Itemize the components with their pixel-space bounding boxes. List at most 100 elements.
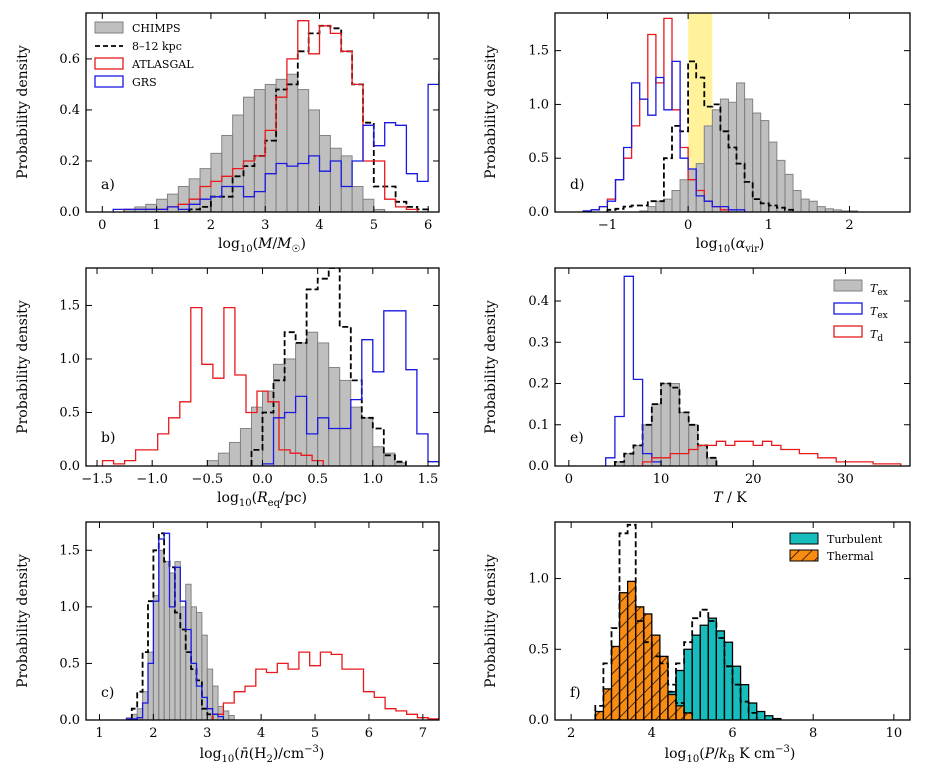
legend-label-turbulent: Turbulent <box>827 533 883 546</box>
series-group-d <box>582 17 859 212</box>
series-a-atlasgal <box>123 20 418 212</box>
xtick-label-b-3: 0.0 <box>252 472 273 487</box>
xtick-label-e-0: 0 <box>565 472 573 487</box>
legend-swatch-grs <box>94 75 124 88</box>
xtick-label-c-4: 5 <box>311 726 319 741</box>
series-group-b <box>101 268 439 466</box>
xtick-label-e-2: 20 <box>745 472 762 487</box>
ytick-label-f-0: 0.0 <box>528 713 549 728</box>
xtick-label-a-3: 3 <box>261 218 269 233</box>
xtick-label-a-1: 1 <box>152 218 160 233</box>
series-b-atlasgal <box>101 306 324 466</box>
xtick-label-d-2: 1 <box>765 218 773 233</box>
ytick-label-e-2: 0.2 <box>528 377 549 392</box>
xlabel-c: log10(n̄(H2)/cm−3) <box>200 744 325 765</box>
series-f-thermal-8-12-kpc <box>594 523 694 720</box>
xtick-label-a-4: 4 <box>315 218 323 233</box>
ytick-label-a-0: 0.0 <box>59 205 80 220</box>
xlabel-d: log10(αvir) <box>696 236 765 255</box>
panel-label-e: e) <box>570 430 584 446</box>
series-a-chimps-fill <box>113 74 385 212</box>
series-d-8-12-kpc <box>606 60 794 212</box>
series-f-turbulent-fill <box>643 618 781 720</box>
ytick-label-d-0: 0.0 <box>528 205 549 220</box>
ytick-label-d-1: 0.5 <box>528 151 549 166</box>
xtick-label-d-0: −1 <box>598 218 617 233</box>
xtick-label-c-0: 1 <box>95 726 103 741</box>
series-group-c <box>125 532 439 720</box>
panel-label-b: b) <box>101 430 115 446</box>
xtick-label-c-1: 2 <box>149 726 157 741</box>
xtick-label-b-0: −1.5 <box>81 472 113 487</box>
ytick-label-a-3: 0.6 <box>59 52 80 67</box>
series-e-t-d <box>641 440 902 466</box>
legend-f: Turbulent Thermal <box>789 532 883 563</box>
series-a-grs <box>112 71 439 212</box>
ylabel-f: Probability density <box>483 554 499 688</box>
series-group-f <box>594 523 782 720</box>
legend-swatch-chimps <box>94 21 124 34</box>
panel-label-c: c) <box>101 685 114 701</box>
plot-area-b <box>101 268 439 466</box>
legend-label-atlasgal: ATLASGAL <box>131 58 194 71</box>
ylabel-d: Probability density <box>483 45 499 179</box>
legend-label-thermal: Thermal <box>827 550 874 563</box>
axes-frame-c <box>85 521 440 721</box>
legend-label-chimps: CHIMPS <box>132 22 181 35</box>
legend-label-td: Td <box>870 328 883 344</box>
xtick-label-c-3: 4 <box>257 726 265 741</box>
xtick-label-f-2: 6 <box>728 726 736 741</box>
panel-e: Probability density e) T / K Tex Tex Td … <box>483 267 911 506</box>
plot-area-f <box>594 523 782 720</box>
ytick-label-c-1: 0.5 <box>59 656 80 671</box>
xtick-label-f-0: 2 <box>567 726 575 741</box>
ylabel-b: Probability density <box>15 300 31 434</box>
series-c-grs <box>125 532 225 720</box>
legend-label-grs: GRS <box>132 76 157 89</box>
xlabel-b: log10(Req/pc) <box>217 490 307 509</box>
legend-e: Tex Tex Td <box>833 279 888 344</box>
series-e-t-ex-chimps--fill <box>614 383 717 466</box>
xtick-label-a-6: 6 <box>424 218 432 233</box>
ytick-label-c-3: 1.5 <box>59 543 80 558</box>
ytick-label-a-1: 0.2 <box>59 154 80 169</box>
ytick-label-e-3: 0.3 <box>528 335 549 350</box>
series-f-turbulent-8-12-kpc <box>667 608 758 720</box>
xtick-label-f-1: 4 <box>648 726 656 741</box>
series-group-e <box>605 275 902 466</box>
ytick-label-e-1: 0.1 <box>528 418 549 433</box>
panel-label-f: f) <box>570 685 581 701</box>
ylabel-e: Probability density <box>483 300 499 434</box>
panel-b: Probability density b) log10(Req/pc) −1.… <box>15 267 440 509</box>
legend-swatch-atlasgal <box>94 57 124 70</box>
xtick-label-c-6: 7 <box>419 726 427 741</box>
xtick-label-c-2: 3 <box>203 726 211 741</box>
panel-f: Probability density f) log10(P/kB K cm−3… <box>483 521 911 765</box>
legend-label-tex-grs: Tex <box>870 305 888 321</box>
ytick-label-c-2: 1.0 <box>59 600 80 615</box>
legend-swatch-td <box>833 325 863 338</box>
xtick-label-e-3: 30 <box>837 472 854 487</box>
xlabel-e: T / K <box>713 490 747 506</box>
plot-area-e <box>605 275 902 466</box>
xlabel-f: log10(P/kB K cm−3) <box>665 744 796 765</box>
series-c-atlasgal <box>211 651 439 720</box>
xtick-label-e-1: 10 <box>653 472 670 487</box>
panel-label-d: d) <box>570 177 584 193</box>
xtick-label-a-0: 0 <box>98 218 106 233</box>
ytick-label-e-4: 0.4 <box>528 294 549 309</box>
xtick-label-b-6: 1.5 <box>418 472 439 487</box>
bar-c-0-19 <box>228 714 235 720</box>
plot-area-c <box>125 532 439 720</box>
series-d-grs <box>582 60 746 212</box>
axes-frame-e <box>554 267 911 467</box>
panel-d: Probability density d) log10(αvir) −1 0 1 2… <box>483 12 911 255</box>
series-c-8-12-kpc <box>130 532 214 720</box>
axes-frame-d <box>554 12 911 213</box>
xlabel-a: log10(M/M☉) <box>218 236 306 255</box>
ytick-label-d-2: 1.0 <box>528 97 549 112</box>
ytick-label-f-2: 1.0 <box>528 572 549 587</box>
legend-label-tex-chimps: Tex <box>870 282 888 298</box>
series-b-8-12-kpc <box>250 268 407 466</box>
